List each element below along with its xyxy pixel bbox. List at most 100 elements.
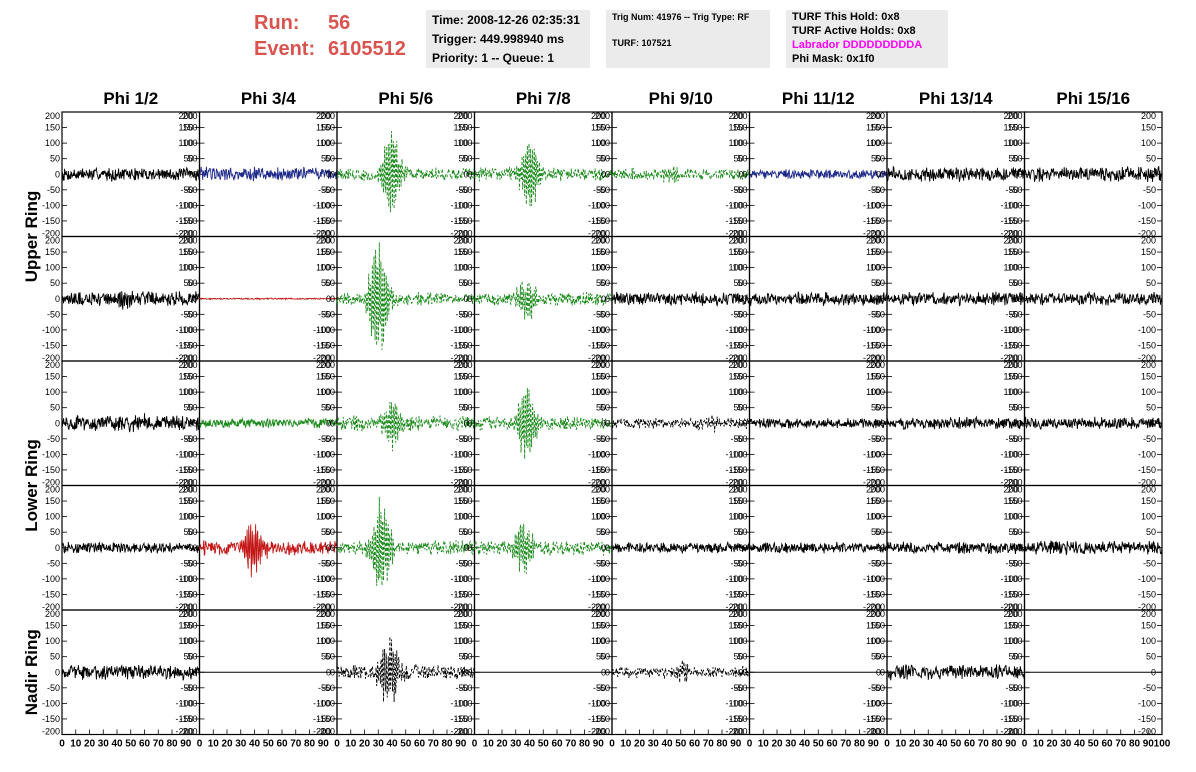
y-tick-label: -200 [1004,727,1022,737]
y-tick-label: -150 [179,465,197,475]
y-tick-label: 50 [325,278,335,288]
y-tick-label: -200 [317,602,335,612]
y-tick-label: 200 [182,111,197,121]
y-tick-label: -200 [725,602,743,612]
x-tick-label: 0 [197,739,203,750]
y-tick-label: 200 [732,236,747,246]
y-tick-label: -50 [184,434,197,444]
y-tick-label: 200 [316,236,331,246]
y-tick-label: -50 [1009,185,1022,195]
y-tick-label: 50 [1146,278,1156,288]
y-tick-label: -200 [42,353,60,363]
y-tick-label: 50 [875,403,885,413]
y-tick-label: 50 [737,278,747,288]
y-tick-label: 200 [45,360,60,370]
y-tick-label: 0 [605,667,610,677]
run-row: Run: 56 [254,10,406,36]
waveform-trace [886,291,1025,307]
y-tick-label: 50 [1146,652,1156,662]
y-tick-label: 0 [1017,294,1022,304]
y-tick-label: -100 [588,698,606,708]
y-tick-label: 0 [1013,169,1018,179]
y-tick-label: 100 [182,138,197,148]
y-tick-label: 0 [601,543,606,553]
y-tick-label: 100 [1007,263,1022,273]
x-tick-label: 80 [854,739,866,750]
y-tick-label: 50 [737,652,747,662]
y-tick-label: -150 [729,714,747,724]
waveform-trace [749,168,888,180]
y-tick-label: 0 [1013,667,1018,677]
x-tick-label: 0 [472,739,478,750]
x-tick-label: 10 [345,739,357,750]
y-tick-label: 150 [866,372,881,382]
y-tick-label: -150 [725,216,743,226]
waveform-trace [1024,416,1163,430]
y-tick-label: 200 [45,609,60,619]
y-tick-label: -150 [454,465,472,475]
y-tick-label: 150 [591,621,606,631]
y-tick-label: 200 [732,111,747,121]
y-tick-label: 150 [316,372,331,382]
waveform-trace [749,541,888,554]
y-tick-label: 0 [463,294,468,304]
y-tick-label: 200 [1007,485,1022,495]
y-tick-label: 200 [1141,485,1156,495]
y-tick-label: -200 [450,353,468,363]
y-tick-label: 0 [601,294,606,304]
waveform-trace [611,166,750,183]
y-tick-label: 200 [316,360,331,370]
y-tick-label: 50 [187,527,197,537]
y-tick-label: -200 [175,229,193,239]
y-tick-label: 100 [316,387,331,397]
waveform-trace [611,659,750,683]
y-tick-label: 50 [187,154,197,164]
y-tick-label: -100 [454,200,472,210]
y-tick-label: 150 [316,496,331,506]
y-tick-label: 200 [591,236,606,246]
y-tick-label: 150 [453,496,468,506]
x-tick-label: 70 [153,739,165,750]
y-tick-label: -200 [1004,229,1022,239]
y-tick-label: 50 [596,154,606,164]
y-tick-label: 150 [45,247,60,257]
y-tick-label: 150 [870,372,885,382]
y-tick-label: -150 [1138,340,1156,350]
time-text: Time: 2008-12-26 02:35:31 [432,13,580,27]
y-tick-label: 0 [1151,418,1156,428]
y-tick-label: 0 [55,418,60,428]
y-tick-label: 100 [457,263,472,273]
x-tick-label: 90 [1143,739,1155,750]
y-tick-label: 50 [325,154,335,164]
x-tick-label: 50 [950,739,962,750]
y-tick-label: 200 [457,360,472,370]
y-tick-label: -50 [730,558,743,568]
y-tick-label: 150 [320,621,335,631]
y-tick-label: 0 [876,418,881,428]
y-tick-label: -100 [1138,574,1156,584]
y-tick-label: 100 [591,512,606,522]
y-tick-label: 0 [601,418,606,428]
y-tick-label: 100 [316,636,331,646]
y-tick-label: -150 [454,340,472,350]
y-tick-label: -150 [1004,216,1022,226]
y-tick-label: -150 [863,340,881,350]
y-tick-label: -200 [725,229,743,239]
waveform-trace [199,417,338,429]
y-tick-label: -150 [1138,714,1156,724]
y-tick-label: -200 [1000,353,1018,363]
y-tick-label: 0 [738,294,743,304]
y-tick-label: -100 [863,200,881,210]
y-tick-label: -150 [42,714,60,724]
y-tick-label: 200 [178,360,193,370]
x-tick-label: 10 [1033,739,1045,750]
y-tick-label: -200 [454,229,472,239]
y-tick-label: 150 [591,247,606,257]
y-tick-label: -200 [179,727,197,737]
y-tick-label: 50 [325,527,335,537]
y-tick-label: 0 [463,169,468,179]
y-tick-label: 150 [316,123,331,133]
y-tick-label: -100 [1004,574,1022,584]
y-tick-label: -150 [450,465,468,475]
y-tick-label: -150 [1000,714,1018,724]
